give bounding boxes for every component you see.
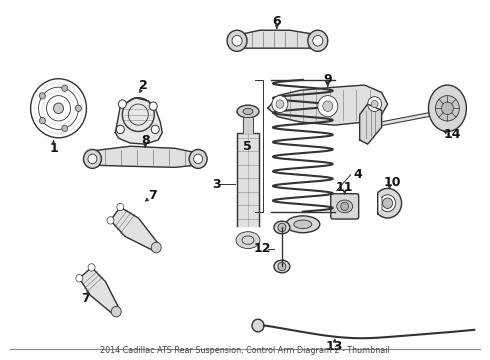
Polygon shape [79,267,119,314]
Circle shape [53,103,64,113]
Circle shape [88,154,97,164]
Circle shape [227,30,247,51]
Circle shape [149,102,157,111]
Text: 8: 8 [141,135,149,148]
Text: 7: 7 [148,189,157,202]
Ellipse shape [274,221,290,234]
Circle shape [88,264,95,271]
Text: 5: 5 [243,140,251,153]
Circle shape [252,319,264,332]
Circle shape [151,125,159,134]
Circle shape [76,275,83,282]
Circle shape [116,125,124,134]
Text: 13: 13 [326,340,343,353]
Circle shape [62,85,68,91]
Circle shape [371,100,378,108]
Circle shape [323,101,333,112]
Circle shape [318,96,338,117]
Polygon shape [268,85,388,125]
Ellipse shape [237,105,259,118]
Circle shape [276,100,284,108]
Circle shape [278,262,286,271]
Polygon shape [110,207,159,251]
Polygon shape [230,30,325,48]
Polygon shape [115,98,162,144]
Circle shape [441,102,453,114]
Ellipse shape [236,232,260,248]
Circle shape [272,96,288,112]
Polygon shape [237,132,259,226]
Text: 7: 7 [81,292,90,305]
Circle shape [151,242,161,253]
Text: 2: 2 [139,78,147,91]
Circle shape [189,149,207,168]
Ellipse shape [274,260,290,273]
Ellipse shape [337,200,353,213]
Text: 1: 1 [49,142,58,155]
Text: 11: 11 [336,181,353,194]
Text: 12: 12 [253,242,270,255]
Polygon shape [85,146,205,167]
Text: 10: 10 [384,176,401,189]
Circle shape [62,125,68,131]
Circle shape [39,117,46,124]
Polygon shape [360,104,382,144]
Circle shape [119,100,126,108]
Text: 3: 3 [212,178,220,191]
Circle shape [194,154,203,164]
Circle shape [117,203,124,211]
Circle shape [107,217,114,224]
Text: 4: 4 [353,168,362,181]
Circle shape [383,198,392,208]
FancyBboxPatch shape [331,194,359,219]
Circle shape [232,36,242,46]
Circle shape [75,105,81,112]
Circle shape [111,306,121,317]
Polygon shape [378,188,401,218]
Polygon shape [243,117,253,132]
Circle shape [308,30,328,51]
Text: 9: 9 [323,73,332,86]
Circle shape [39,93,46,99]
Circle shape [83,149,101,168]
Text: 2014 Cadillac ATS Rear Suspension, Control Arm Diagram 2 - Thumbnail: 2014 Cadillac ATS Rear Suspension, Contr… [100,346,390,355]
Ellipse shape [286,216,320,233]
Ellipse shape [243,108,253,114]
Circle shape [368,97,382,112]
Text: 6: 6 [272,15,281,28]
Circle shape [436,96,460,121]
Ellipse shape [294,220,312,229]
Circle shape [313,36,323,46]
Circle shape [278,223,286,232]
Circle shape [341,202,349,211]
Ellipse shape [428,85,466,131]
Ellipse shape [242,236,254,244]
Text: 14: 14 [443,128,461,141]
